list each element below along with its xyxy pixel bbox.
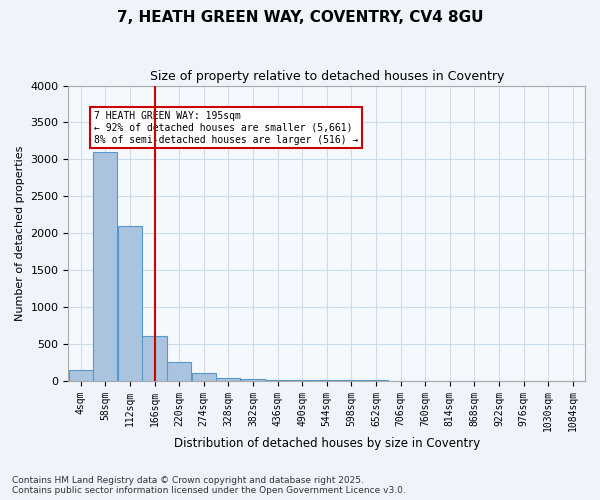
Bar	[216, 378, 241, 380]
Y-axis label: Number of detached properties: Number of detached properties	[15, 146, 25, 321]
Bar	[167, 362, 191, 380]
Bar	[118, 226, 142, 380]
Text: Contains HM Land Registry data © Crown copyright and database right 2025.
Contai: Contains HM Land Registry data © Crown c…	[12, 476, 406, 495]
Bar	[142, 336, 167, 380]
Bar	[68, 370, 93, 380]
Bar	[93, 152, 118, 380]
Bar	[191, 373, 216, 380]
Text: 7 HEATH GREEN WAY: 195sqm
← 92% of detached houses are smaller (5,661)
8% of sem: 7 HEATH GREEN WAY: 195sqm ← 92% of detac…	[94, 112, 358, 144]
Title: Size of property relative to detached houses in Coventry: Size of property relative to detached ho…	[149, 70, 504, 83]
Text: 7, HEATH GREEN WAY, COVENTRY, CV4 8GU: 7, HEATH GREEN WAY, COVENTRY, CV4 8GU	[117, 10, 483, 25]
X-axis label: Distribution of detached houses by size in Coventry: Distribution of detached houses by size …	[173, 437, 480, 450]
